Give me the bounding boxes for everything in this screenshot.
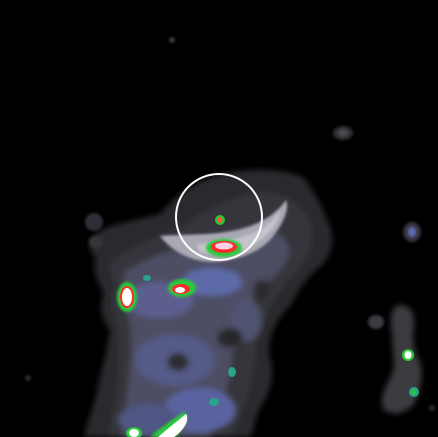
right-filament — [381, 305, 422, 414]
right-filament-peaks — [402, 349, 419, 397]
isolated-clumps — [25, 37, 435, 411]
marker-circle — [175, 173, 263, 261]
nebula-cavities — [168, 280, 270, 370]
emission-peaks — [117, 215, 242, 437]
